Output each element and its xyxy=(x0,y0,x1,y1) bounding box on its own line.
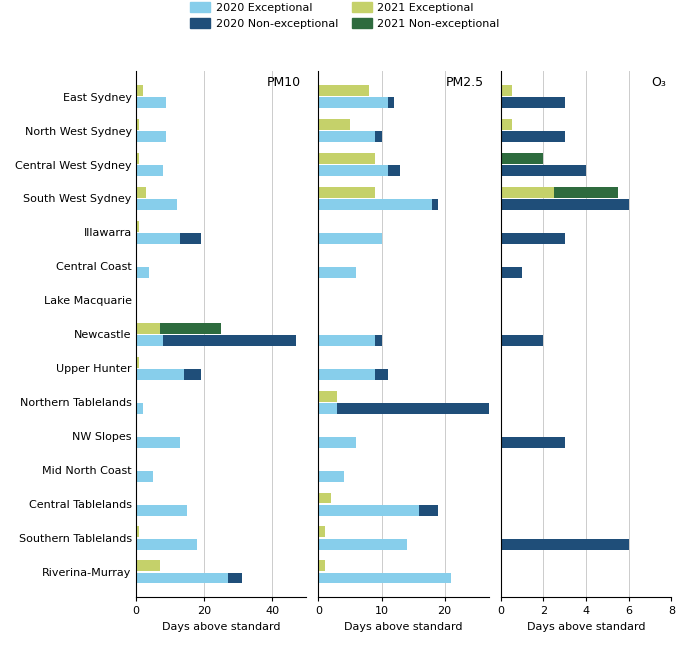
Bar xyxy=(228,573,242,584)
Bar xyxy=(136,437,180,448)
Bar xyxy=(136,97,166,108)
Bar xyxy=(136,403,143,413)
Bar xyxy=(501,153,544,164)
Bar xyxy=(501,199,629,210)
Bar xyxy=(318,437,356,448)
Bar xyxy=(136,267,150,278)
Bar xyxy=(318,153,375,164)
Bar xyxy=(318,492,331,503)
Bar xyxy=(375,335,382,346)
Bar xyxy=(375,369,388,380)
Bar xyxy=(159,323,221,334)
Bar xyxy=(136,187,146,198)
Bar xyxy=(136,539,197,549)
Bar xyxy=(501,131,565,142)
Bar xyxy=(501,437,565,448)
Bar xyxy=(136,119,139,130)
Bar xyxy=(318,267,356,278)
Bar xyxy=(318,573,451,584)
Bar xyxy=(136,505,187,516)
Text: O₃: O₃ xyxy=(651,76,667,89)
Bar xyxy=(318,560,324,571)
Bar xyxy=(184,369,201,380)
Bar xyxy=(388,97,394,108)
Text: PM10: PM10 xyxy=(267,76,302,89)
Bar xyxy=(136,573,228,584)
Bar xyxy=(501,165,586,176)
Bar xyxy=(136,356,139,367)
Bar xyxy=(501,85,511,96)
Bar xyxy=(318,403,337,413)
Bar xyxy=(318,165,388,176)
Bar xyxy=(337,403,495,413)
Bar xyxy=(136,369,184,380)
Bar xyxy=(318,85,369,96)
Bar xyxy=(136,221,139,232)
Bar xyxy=(136,165,163,176)
Bar xyxy=(318,233,382,244)
Bar xyxy=(136,527,139,537)
Bar xyxy=(163,335,296,346)
X-axis label: Days above standard: Days above standard xyxy=(344,622,463,632)
Bar xyxy=(501,119,511,130)
Bar xyxy=(318,97,388,108)
Bar xyxy=(318,131,375,142)
Bar xyxy=(318,199,432,210)
Bar xyxy=(136,153,139,164)
Bar xyxy=(318,119,350,130)
Bar xyxy=(136,560,159,571)
Bar xyxy=(501,97,565,108)
Bar xyxy=(501,267,522,278)
Bar xyxy=(136,335,163,346)
Bar xyxy=(420,505,438,516)
Legend: 2020 Exceptional, 2020 Non-exceptional, 2021 Exceptional, 2021 Non-exceptional: 2020 Exceptional, 2020 Non-exceptional, … xyxy=(187,0,503,32)
Bar xyxy=(318,369,375,380)
Bar xyxy=(554,187,618,198)
Text: PM2.5: PM2.5 xyxy=(446,76,484,89)
Bar xyxy=(501,335,544,346)
Bar xyxy=(136,471,153,481)
X-axis label: Days above standard: Days above standard xyxy=(162,622,280,632)
Bar xyxy=(318,187,375,198)
Bar xyxy=(136,199,177,210)
Bar xyxy=(318,505,420,516)
Bar xyxy=(180,233,201,244)
Bar xyxy=(501,233,565,244)
Bar xyxy=(318,527,324,537)
Bar xyxy=(136,233,180,244)
Bar xyxy=(388,165,400,176)
Bar xyxy=(136,323,159,334)
X-axis label: Days above standard: Days above standard xyxy=(527,622,645,632)
Bar xyxy=(318,471,344,481)
Bar xyxy=(432,199,438,210)
Bar xyxy=(375,131,382,142)
Bar xyxy=(501,187,554,198)
Bar xyxy=(318,539,407,549)
Bar xyxy=(501,539,629,549)
Bar xyxy=(318,391,337,402)
Bar xyxy=(136,131,166,142)
Bar xyxy=(136,85,143,96)
Bar xyxy=(318,335,375,346)
